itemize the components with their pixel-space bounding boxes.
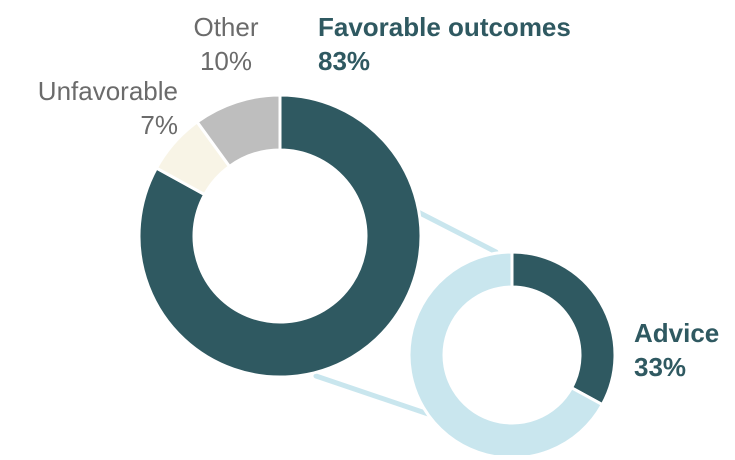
label-unfavorable: Unfavorable 7% [6,74,178,142]
advice-slice-advice [510,250,617,407]
label-favorable-name: Favorable outcomes [318,12,571,42]
advice-donut-chart [407,250,617,460]
label-other-value: 10% [199,46,253,76]
label-unfavorable-name: Unfavorable [37,76,178,106]
label-favorable-value: 83% [318,46,371,76]
label-other-name: Other [193,12,259,42]
label-unfavorable-value: 7% [140,110,178,140]
connector-line-1 [415,209,499,255]
label-advice-name: Advice [634,318,720,348]
main-slice-favorable-outcomes [137,93,423,379]
main-donut-chart [137,93,423,379]
label-other: Other 10% [180,10,272,78]
label-favorable: Favorable outcomes 83% [318,10,571,78]
zoom-connectors [313,209,499,421]
label-advice-value: 33% [634,352,687,382]
main-slice-other [195,93,282,169]
connector-line-2 [313,373,443,421]
label-advice: Advice 33% [634,316,719,384]
